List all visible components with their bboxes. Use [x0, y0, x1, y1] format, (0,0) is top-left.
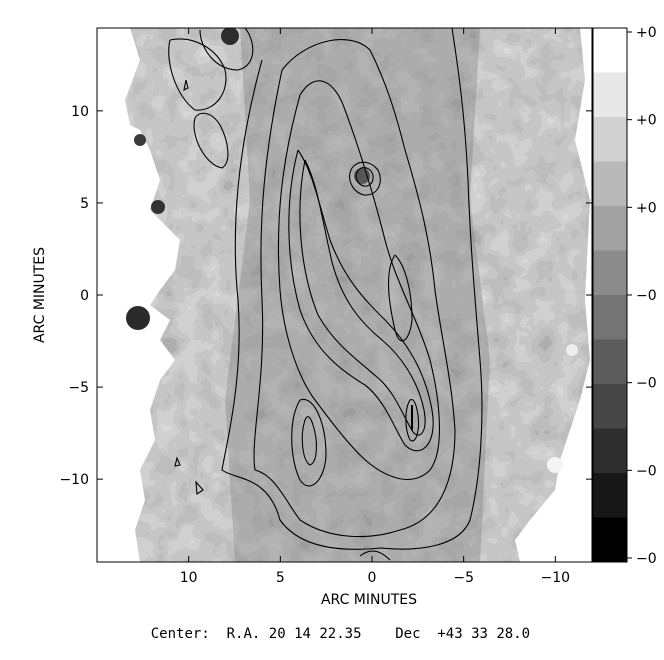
ra-label: R.A. — [226, 626, 261, 642]
colorbar-tick-label: +0 — [636, 25, 657, 41]
colorbar-tick-label: +0 — [636, 200, 657, 216]
colorbar-tick-label: −0 — [636, 551, 657, 567]
colorbar-band — [593, 161, 627, 207]
x-tick-label: 5 — [276, 570, 285, 586]
y-tick-label: −10 — [59, 472, 89, 488]
y-tick-label: 5 — [80, 196, 89, 212]
y-tick-label: 10 — [71, 104, 89, 120]
colorbar-band — [593, 250, 627, 296]
center-label: Center: — [150, 626, 210, 642]
x-tick-label: −5 — [453, 570, 474, 586]
ra-value: 20 14 22.35 — [268, 626, 362, 642]
x-axis: 10 5 0 −5 −10 — [180, 28, 570, 586]
colorbar-band — [593, 517, 627, 563]
x-tick-label: −10 — [541, 570, 571, 586]
map-center-caption: Center: R.A. 20 14 22.35 Dec +43 33 28.0 — [0, 610, 664, 642]
colorbar-tick-label: +0 — [636, 113, 657, 129]
dec-label: Dec — [395, 626, 421, 642]
x-axis-label: ARC MINUTES — [321, 592, 417, 608]
colorbar-band — [593, 117, 627, 162]
colorbar-tick-label: −0 — [636, 288, 657, 304]
y-axis: 10 5 0 −5 −10 — [59, 104, 592, 488]
colorbar-tick-label: −0 — [636, 376, 657, 392]
contour-lines — [168, 28, 483, 561]
colorbar-band — [593, 384, 627, 429]
colorbar — [592, 27, 628, 563]
colorbar-band — [593, 206, 627, 251]
x-tick-label: 0 — [368, 570, 377, 586]
x-tick-label: 10 — [180, 570, 198, 586]
y-tick-label: −5 — [68, 380, 89, 396]
y-tick-label: 0 — [80, 288, 89, 304]
colorbar-band — [593, 473, 627, 518]
colorbar-tick-label: −0 — [636, 463, 657, 479]
colorbar-band — [593, 28, 627, 73]
colorbar-band — [593, 339, 627, 385]
dec-value: +43 33 28.0 — [437, 626, 531, 642]
colorbar-ticks: +0 +0 +0 −0 −0 −0 −0 — [627, 25, 657, 567]
y-axis-label: ARC MINUTES — [32, 247, 48, 343]
colorbar-band — [593, 428, 627, 474]
colorbar-band — [593, 72, 627, 118]
colorbar-band — [593, 295, 627, 340]
